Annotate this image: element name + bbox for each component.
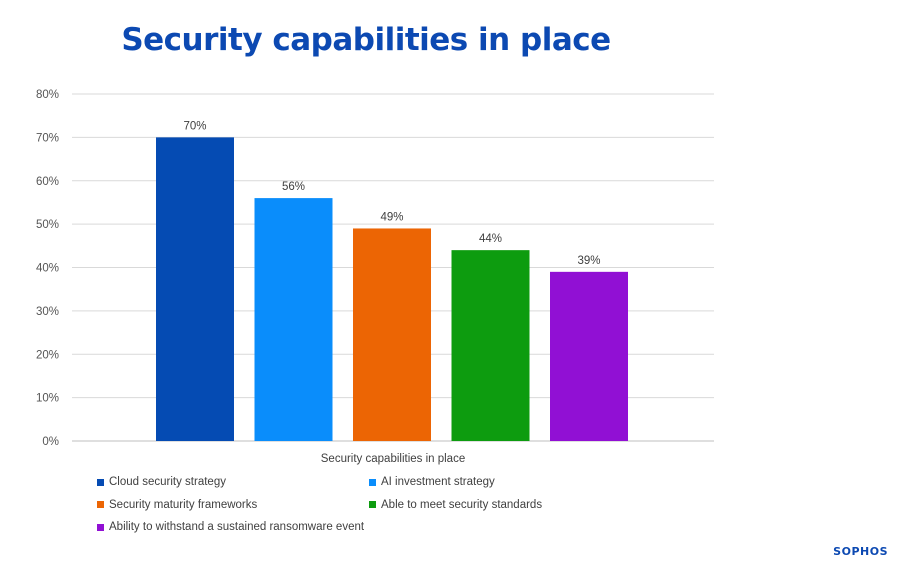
- legend-label: Security maturity frameworks: [109, 498, 258, 511]
- y-tick-label: 10%: [36, 393, 59, 405]
- data-label: 56%: [282, 181, 305, 193]
- y-tick-label: 0%: [42, 436, 59, 448]
- y-tick-label: 40%: [36, 263, 59, 275]
- bar-chart: 0% 10% 20% 30% 40% 50% 60% 70% 80% 70% 56% 49% 44% 3…: [36, 89, 714, 465]
- legend-swatch: [369, 478, 376, 486]
- bar: [353, 228, 431, 441]
- legend-item: Ability to withstand a sustained ransomw…: [97, 521, 364, 533]
- x-axis-category-label: Security capabilities in place: [321, 453, 465, 465]
- y-tick-label: 60%: [36, 176, 59, 188]
- data-label: 49%: [380, 211, 403, 223]
- legend-item: Able to meet security standards: [369, 499, 542, 511]
- y-tick-label: 50%: [36, 219, 59, 231]
- y-tick-label: 20%: [36, 349, 59, 361]
- bar: [156, 137, 234, 441]
- sophos-logo: SOPHOS: [833, 545, 888, 558]
- legend-item: Cloud security strategy: [97, 476, 226, 488]
- legend-swatch: [97, 523, 104, 531]
- legend-label: AI investment strategy: [381, 476, 495, 488]
- legend-swatch: [369, 501, 376, 508]
- data-label: 39%: [577, 255, 600, 267]
- bars: [156, 137, 628, 441]
- bar: [550, 271, 628, 441]
- legend-swatch: [97, 501, 104, 508]
- legend-swatch: [97, 478, 104, 486]
- legend-item: Security maturity frameworks: [97, 499, 257, 511]
- data-labels: 70% 56% 49% 44% 39%: [183, 120, 600, 266]
- data-label: 44%: [479, 233, 502, 245]
- y-tick-label: 30%: [36, 306, 59, 318]
- bar: [451, 250, 530, 441]
- chart-title: Security capabilities in place: [121, 22, 611, 58]
- legend-label: Cloud security strategy: [109, 476, 226, 488]
- y-tick-label: 70%: [36, 132, 59, 144]
- legend-item: AI investment strategy: [369, 476, 495, 488]
- y-axis-ticks: 0% 10% 20% 30% 40% 50% 60% 70% 80%: [36, 89, 59, 448]
- legend-label: Ability to withstand a sustained ransomw…: [109, 521, 365, 533]
- bar: [254, 198, 333, 441]
- legend-label: Able to meet security standards: [381, 498, 543, 511]
- y-tick-label: 80%: [36, 89, 59, 101]
- data-label: 70%: [183, 120, 206, 132]
